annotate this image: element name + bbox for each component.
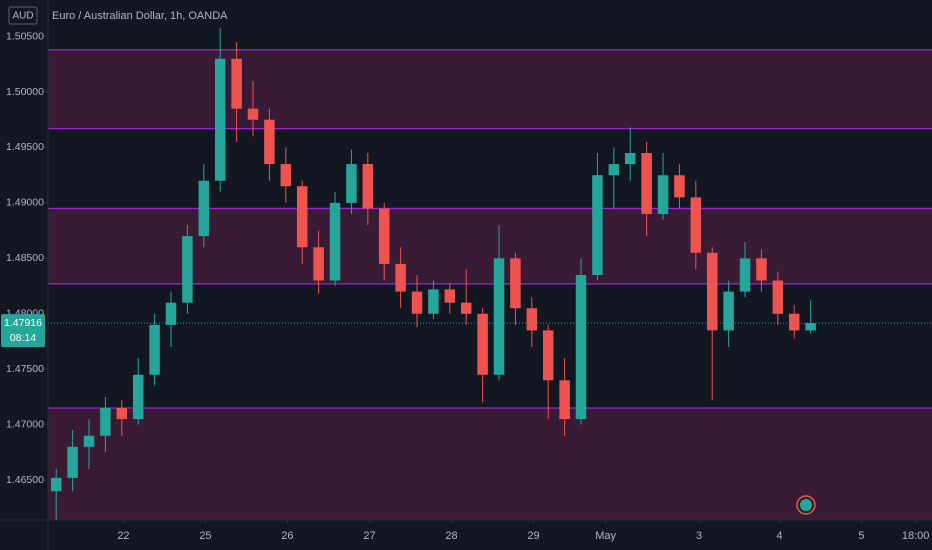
countdown: 08:14 [10, 332, 36, 344]
candle-body [624, 153, 636, 165]
last-price-box [1, 314, 45, 348]
y-tick-label: 1.47000 [6, 418, 44, 430]
candle-body [772, 280, 784, 314]
candle-body [264, 119, 275, 165]
candle-body [346, 164, 357, 203]
x-tick-label: 22 [117, 530, 129, 542]
candle-body [198, 180, 210, 237]
candle-body [149, 324, 160, 375]
candle-body [67, 446, 78, 478]
candle-body [116, 408, 128, 420]
candle-body [477, 313, 488, 375]
candle-body [608, 164, 620, 176]
x-tick-label: 26 [281, 530, 293, 542]
candle-body [378, 208, 390, 264]
candle-body [674, 175, 685, 198]
candle-body [542, 330, 554, 381]
candle-body [428, 289, 439, 314]
zone [48, 49, 932, 129]
zone [48, 408, 932, 520]
currency-box [8, 6, 38, 25]
candle-body [247, 108, 259, 120]
candle-body [641, 153, 652, 214]
candle-body [313, 247, 324, 281]
candle-body [132, 374, 144, 420]
candle-body [559, 380, 570, 420]
candle-body [182, 236, 193, 303]
y-tick-label: 1.49000 [6, 197, 44, 209]
y-tick-label: 1.46500 [6, 474, 44, 486]
zone [48, 208, 932, 284]
candle-body [575, 274, 587, 420]
candle-body [444, 289, 456, 303]
candle-body [165, 302, 177, 325]
candle-body [723, 291, 734, 331]
last-price-label: 1.47916 [4, 317, 42, 329]
x-tick-label: 29 [527, 530, 539, 542]
y-tick-label: 1.50000 [6, 86, 44, 98]
candle-body [83, 435, 95, 447]
y-tick-label: 1.48500 [6, 252, 44, 264]
candle-body [739, 258, 751, 292]
candle-body [329, 202, 341, 281]
plot-area [48, 27, 932, 520]
candle-body [100, 408, 111, 436]
x-tick-label: 5 [858, 530, 864, 542]
candle-body [756, 258, 767, 281]
x-tick-label: 18:00 [902, 530, 930, 542]
candle-body [214, 58, 226, 181]
x-tick-label: 25 [199, 530, 211, 542]
y-tick-label: 1.50500 [6, 30, 44, 42]
x-tick-label: 28 [445, 530, 457, 542]
candle-body [395, 263, 406, 292]
candle-body [460, 302, 472, 314]
candle-body [690, 197, 702, 253]
candle-body [362, 164, 374, 209]
chart-title: Euro / Australian Dollar, 1h, OANDA [52, 10, 228, 22]
candle-body [280, 164, 292, 187]
candle-body [510, 258, 521, 309]
candle-body [411, 291, 423, 314]
x-tick-label: 3 [696, 530, 702, 542]
candle-body [657, 175, 669, 214]
candle-body [526, 308, 538, 331]
candle-body [50, 477, 62, 492]
candle-body [231, 58, 242, 109]
event-icon-inner [800, 499, 812, 511]
x-tick-label: 27 [363, 530, 375, 542]
candle-body [805, 323, 816, 331]
candle-body [706, 252, 718, 331]
candle-body [296, 186, 308, 248]
candle-body [788, 313, 800, 331]
x-tick-label: May [595, 530, 616, 542]
x-tick-label: 4 [776, 530, 782, 542]
y-tick-label: 1.47500 [6, 363, 44, 375]
candle-body [493, 258, 505, 375]
currency: AUD [12, 11, 33, 22]
y-tick-label: 1.49500 [6, 141, 44, 153]
candle-body [592, 175, 603, 275]
